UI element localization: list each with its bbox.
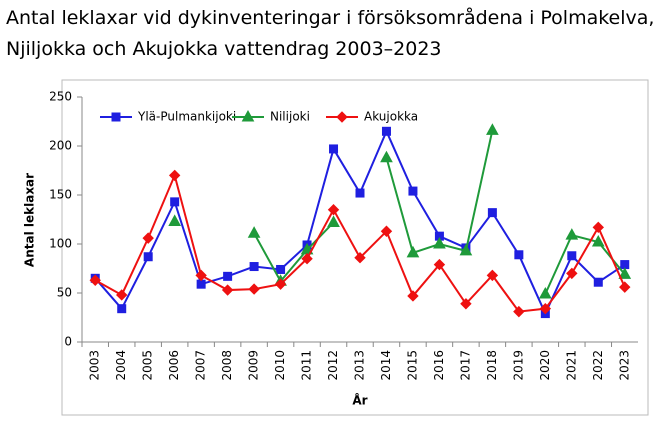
x-tick-label: 2015	[405, 350, 419, 381]
marker	[565, 228, 579, 240]
x-tick-label: 2023	[617, 350, 631, 381]
marker	[248, 283, 260, 295]
marker	[538, 286, 552, 299]
marker	[223, 271, 233, 281]
marker	[116, 289, 128, 301]
marker	[274, 278, 287, 290]
marker	[168, 214, 182, 226]
marker	[249, 262, 259, 272]
marker	[592, 221, 604, 234]
marker	[143, 252, 153, 262]
y-tick-label: 250	[49, 90, 72, 104]
marker	[619, 281, 631, 293]
x-tick-label: 2019	[511, 350, 525, 381]
marker	[618, 267, 632, 279]
marker	[89, 274, 101, 286]
marker	[593, 277, 603, 287]
x-tick-label: 2010	[273, 350, 287, 381]
x-tick-label: 2012	[326, 350, 340, 381]
x-tick-label: 2014	[379, 350, 393, 381]
x-tick-label: 2017	[458, 350, 472, 381]
x-tick-label: 2021	[564, 350, 578, 381]
marker	[168, 169, 181, 182]
x-tick-label: 2008	[220, 350, 234, 381]
y-axis-title: Antal leklaxar	[23, 173, 37, 267]
marker	[486, 123, 499, 135]
marker	[117, 304, 127, 314]
x-tick-label: 2022	[591, 350, 605, 381]
marker	[408, 186, 418, 196]
marker	[301, 252, 313, 265]
legend-label: Akujokka	[364, 110, 418, 124]
marker	[591, 235, 605, 247]
y-tick-label: 50	[57, 286, 72, 300]
marker	[381, 126, 391, 136]
chart-title: Antal leklaxar vid dykinventeringar i fö…	[6, 6, 654, 29]
y-tick-label: 0	[64, 335, 72, 349]
x-tick-label: 2006	[167, 350, 181, 381]
marker	[459, 243, 473, 256]
x-tick-label: 2016	[432, 350, 446, 381]
x-tick-label: 2007	[194, 350, 208, 381]
marker	[355, 188, 365, 198]
marker	[329, 144, 339, 154]
marker	[142, 232, 154, 244]
marker	[486, 269, 499, 282]
marker	[539, 302, 552, 315]
legend-marker	[241, 109, 255, 122]
marker	[514, 250, 524, 260]
x-tick-label: 2018	[485, 350, 499, 381]
marker	[195, 269, 207, 282]
marker	[170, 197, 180, 207]
marker	[327, 215, 340, 227]
marker	[433, 258, 446, 271]
legend-marker	[336, 111, 348, 123]
x-tick-label: 2003	[88, 350, 102, 381]
marker	[513, 305, 525, 318]
marker	[567, 251, 577, 261]
x-tick-label: 2004	[114, 350, 128, 381]
chart-frame	[61, 79, 649, 416]
chart-title: Njiljokka och Akujokka vattendrag 2003–2…	[6, 38, 442, 60]
legend-label: Ylä-Pulmankijoki	[137, 110, 236, 124]
legend-label: Nilijoki	[270, 110, 310, 124]
marker	[327, 203, 340, 216]
marker	[406, 245, 420, 258]
marker	[380, 225, 393, 237]
x-tick-label: 2020	[538, 350, 552, 381]
x-tick-label: 2013	[353, 350, 367, 381]
marker	[196, 279, 206, 289]
x-tick-label: 2011	[300, 350, 314, 381]
marker	[566, 267, 578, 280]
marker	[433, 236, 446, 249]
x-tick-label: 2005	[141, 350, 155, 381]
marker	[221, 284, 234, 296]
x-tick-label: 2009	[247, 350, 261, 381]
marker	[380, 150, 393, 163]
legend-marker	[111, 112, 121, 122]
marker	[460, 298, 472, 310]
marker	[407, 290, 419, 302]
marker	[276, 264, 286, 274]
y-tick-label: 100	[49, 237, 72, 251]
y-tick-label: 200	[49, 139, 72, 153]
y-tick-label: 150	[49, 188, 72, 202]
marker	[487, 208, 497, 218]
marker	[247, 226, 261, 238]
x-axis-title: År	[352, 393, 367, 408]
marker	[354, 252, 366, 264]
